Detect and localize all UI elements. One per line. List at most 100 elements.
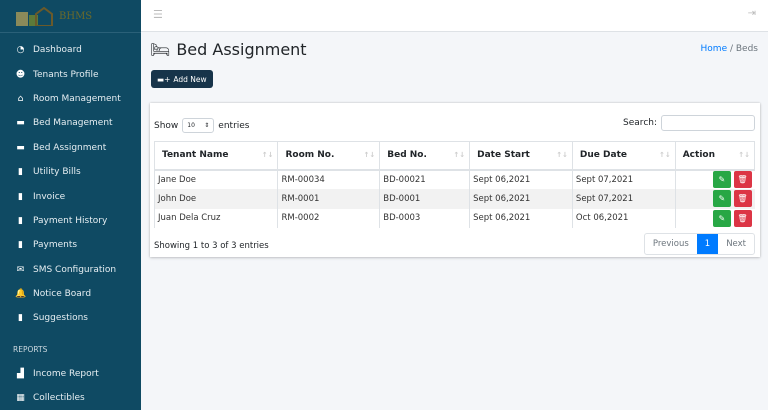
sidebar-item-label: Income Report: [33, 368, 99, 379]
menu-toggle-icon[interactable]: ☰: [153, 8, 163, 21]
column-header[interactable]: Tenant Name ↑↓: [153, 141, 279, 171]
table-cell: Sept 06,2021: [469, 208, 573, 228]
table-cell: RM-00034: [277, 169, 380, 189]
table-cell: Sept 07,2021: [571, 169, 676, 189]
assignments-table: Tenant Name ↑↓ Room No. ↑↓ Bed No. ↑↓ Date Sta…: [153, 141, 756, 228]
table-icon: ▦: [16, 393, 25, 404]
sidebar-item-room-management[interactable]: ⌂ Room Management: [0, 87, 141, 111]
sidebar-item-label: Utility Bills: [33, 167, 81, 178]
chart-icon: ▟: [17, 368, 24, 379]
page-1-button[interactable]: 1: [696, 234, 719, 254]
sidebar-item-bed-management[interactable]: ▬ Bed Management: [0, 111, 141, 135]
page-size-select[interactable]: 10 ⇕: [182, 118, 215, 133]
sidebar-item-payment-history[interactable]: ▮ Payment History: [0, 209, 141, 233]
sidebar-item-sms-configuration[interactable]: ✉ SMS Configuration: [0, 258, 141, 282]
users-icon: ☻: [15, 69, 26, 80]
sort-icon: ↑↓: [658, 151, 671, 159]
home-icon: ⌂: [17, 93, 24, 104]
breadcrumb: Home / Beds: [700, 44, 758, 54]
sort-icon: ↑↓: [453, 151, 466, 159]
logo-text: BHMS: [59, 10, 93, 22]
sidebar-item-bed-assignment[interactable]: ▬ Bed Assignment: [0, 136, 141, 160]
sidebar-item-label: Dashboard: [33, 45, 82, 56]
table-row: Juan Dela Cruz RM-0002 BD-0003 Sept 06,2021…: [153, 208, 755, 228]
logout-icon[interactable]: ⇥: [747, 8, 756, 19]
table-row: John Doe RM-0001 BD-0001 Sept 06,2021 Sept 0…: [153, 189, 755, 209]
page-title: 🛏 Bed Assignment: [150, 40, 307, 59]
sidebar-item-label: Bed Management: [33, 118, 113, 129]
breadcrumb-current: Beds: [735, 44, 758, 54]
file-icon: ▮: [18, 167, 23, 178]
sidebar-item-label: Tenants Profile: [33, 69, 99, 80]
table-cell: Sept 06,2021: [469, 189, 573, 209]
sort-icon: ↑↓: [738, 151, 750, 159]
action-cell: ✎ 🗑: [674, 208, 755, 228]
action-cell: ✎ 🗑: [674, 169, 755, 189]
delete-button[interactable]: 🗑: [733, 190, 752, 208]
table-info: Showing 1 to 3 of 3 entries: [154, 241, 269, 251]
search-input[interactable]: [661, 115, 755, 131]
column-header[interactable]: Action ↑↓: [674, 141, 756, 171]
bed-icon: ▬: [16, 142, 25, 153]
file-icon: ▮: [18, 215, 23, 226]
sidebar-item-tenants-profile[interactable]: ☻ Tenants Profile: [0, 62, 141, 86]
sidebar-item-suggestions[interactable]: ▮ Suggestions: [0, 306, 141, 330]
table-cell: RM-0001: [277, 189, 380, 209]
sidebar: BHMS ◔ Dashboard ☻ Tenants Profile ⌂ Room Man…: [0, 0, 141, 410]
page-size-control: Show 10 ⇕ entries: [154, 118, 250, 133]
table-cell: BD-0003: [379, 208, 470, 228]
logo-house-icon: [16, 6, 53, 26]
logo[interactable]: BHMS: [0, 0, 141, 33]
sms-icon: ✉: [16, 264, 25, 275]
sidebar-item-label: Collectibles: [33, 393, 85, 404]
column-header[interactable]: Due Date ↑↓: [571, 141, 676, 171]
search-control: Search:: [623, 115, 755, 131]
delete-button[interactable]: 🗑: [733, 209, 752, 227]
edit-button[interactable]: ✎: [712, 190, 731, 208]
sidebar-item-collectibles[interactable]: ▦ Collectibles: [0, 386, 141, 410]
table-cell: Juan Dela Cruz: [153, 208, 278, 228]
sort-icon: ↑↓: [363, 151, 376, 159]
sidebar-item-label: Payment History: [33, 215, 108, 226]
sidebar-item-label: Invoice: [33, 191, 66, 202]
bed-assignment-card: Show 10 ⇕ entries Search: Tenant Name ↑↓ Ro…: [150, 103, 760, 257]
topbar: ☰ ⇥: [141, 0, 768, 32]
action-cell: ✎ 🗑: [674, 189, 755, 209]
sidebar-item-notice-board[interactable]: 🔔 Notice Board: [0, 282, 141, 306]
sidebar-item-label: SMS Configuration: [33, 264, 117, 275]
delete-button[interactable]: 🗑: [733, 171, 752, 189]
table-cell: RM-0002: [277, 208, 380, 228]
sidebar-item-label: Suggestions: [33, 313, 88, 324]
bed-plus-icon: ▬+: [157, 74, 171, 84]
table-cell: Sept 06,2021: [469, 169, 573, 189]
breadcrumb-home[interactable]: Home: [700, 44, 728, 54]
sidebar-item-invoice[interactable]: ▮ Invoice: [0, 184, 141, 208]
bed-icon: ▬: [16, 118, 25, 129]
file-icon: ▮: [18, 240, 23, 251]
sidebar-item-dashboard[interactable]: ◔ Dashboard: [0, 38, 141, 62]
table-cell: BD-0001: [379, 189, 470, 209]
sort-icon: ↑↓: [556, 151, 568, 159]
sidebar-item-utility-bills[interactable]: ▮ Utility Bills: [0, 160, 141, 184]
sidebar-item-label: Room Management: [33, 93, 121, 104]
edit-button[interactable]: ✎: [712, 209, 731, 227]
column-header[interactable]: Date Start ↑↓: [469, 141, 573, 171]
file-icon: ▮: [18, 191, 23, 202]
sidebar-item-label: Bed Assignment: [33, 142, 107, 153]
file-icon: ▮: [18, 313, 23, 324]
bell-icon: 🔔: [15, 289, 27, 300]
previous-button[interactable]: Previous: [652, 239, 689, 249]
tachometer-icon: ◔: [16, 45, 25, 56]
edit-button[interactable]: ✎: [712, 171, 731, 189]
sidebar-item-payments[interactable]: ▮ Payments: [0, 233, 141, 257]
add-new-button[interactable]: ▬+ Add New: [151, 70, 213, 88]
pagination: Previous 1 Next: [643, 233, 755, 255]
select-arrows-icon: ⇕: [204, 122, 210, 129]
column-header[interactable]: Bed No. ↑↓: [379, 141, 471, 171]
sidebar-item-income-report[interactable]: ▟ Income Report: [0, 362, 141, 386]
table-cell: Sept 07,2021: [571, 189, 676, 209]
column-header[interactable]: Room No. ↑↓: [277, 141, 381, 171]
table-cell: Oct 06,2021: [571, 208, 676, 228]
reports-section-label: REPORTS: [13, 344, 48, 354]
next-button[interactable]: Next: [726, 239, 746, 249]
